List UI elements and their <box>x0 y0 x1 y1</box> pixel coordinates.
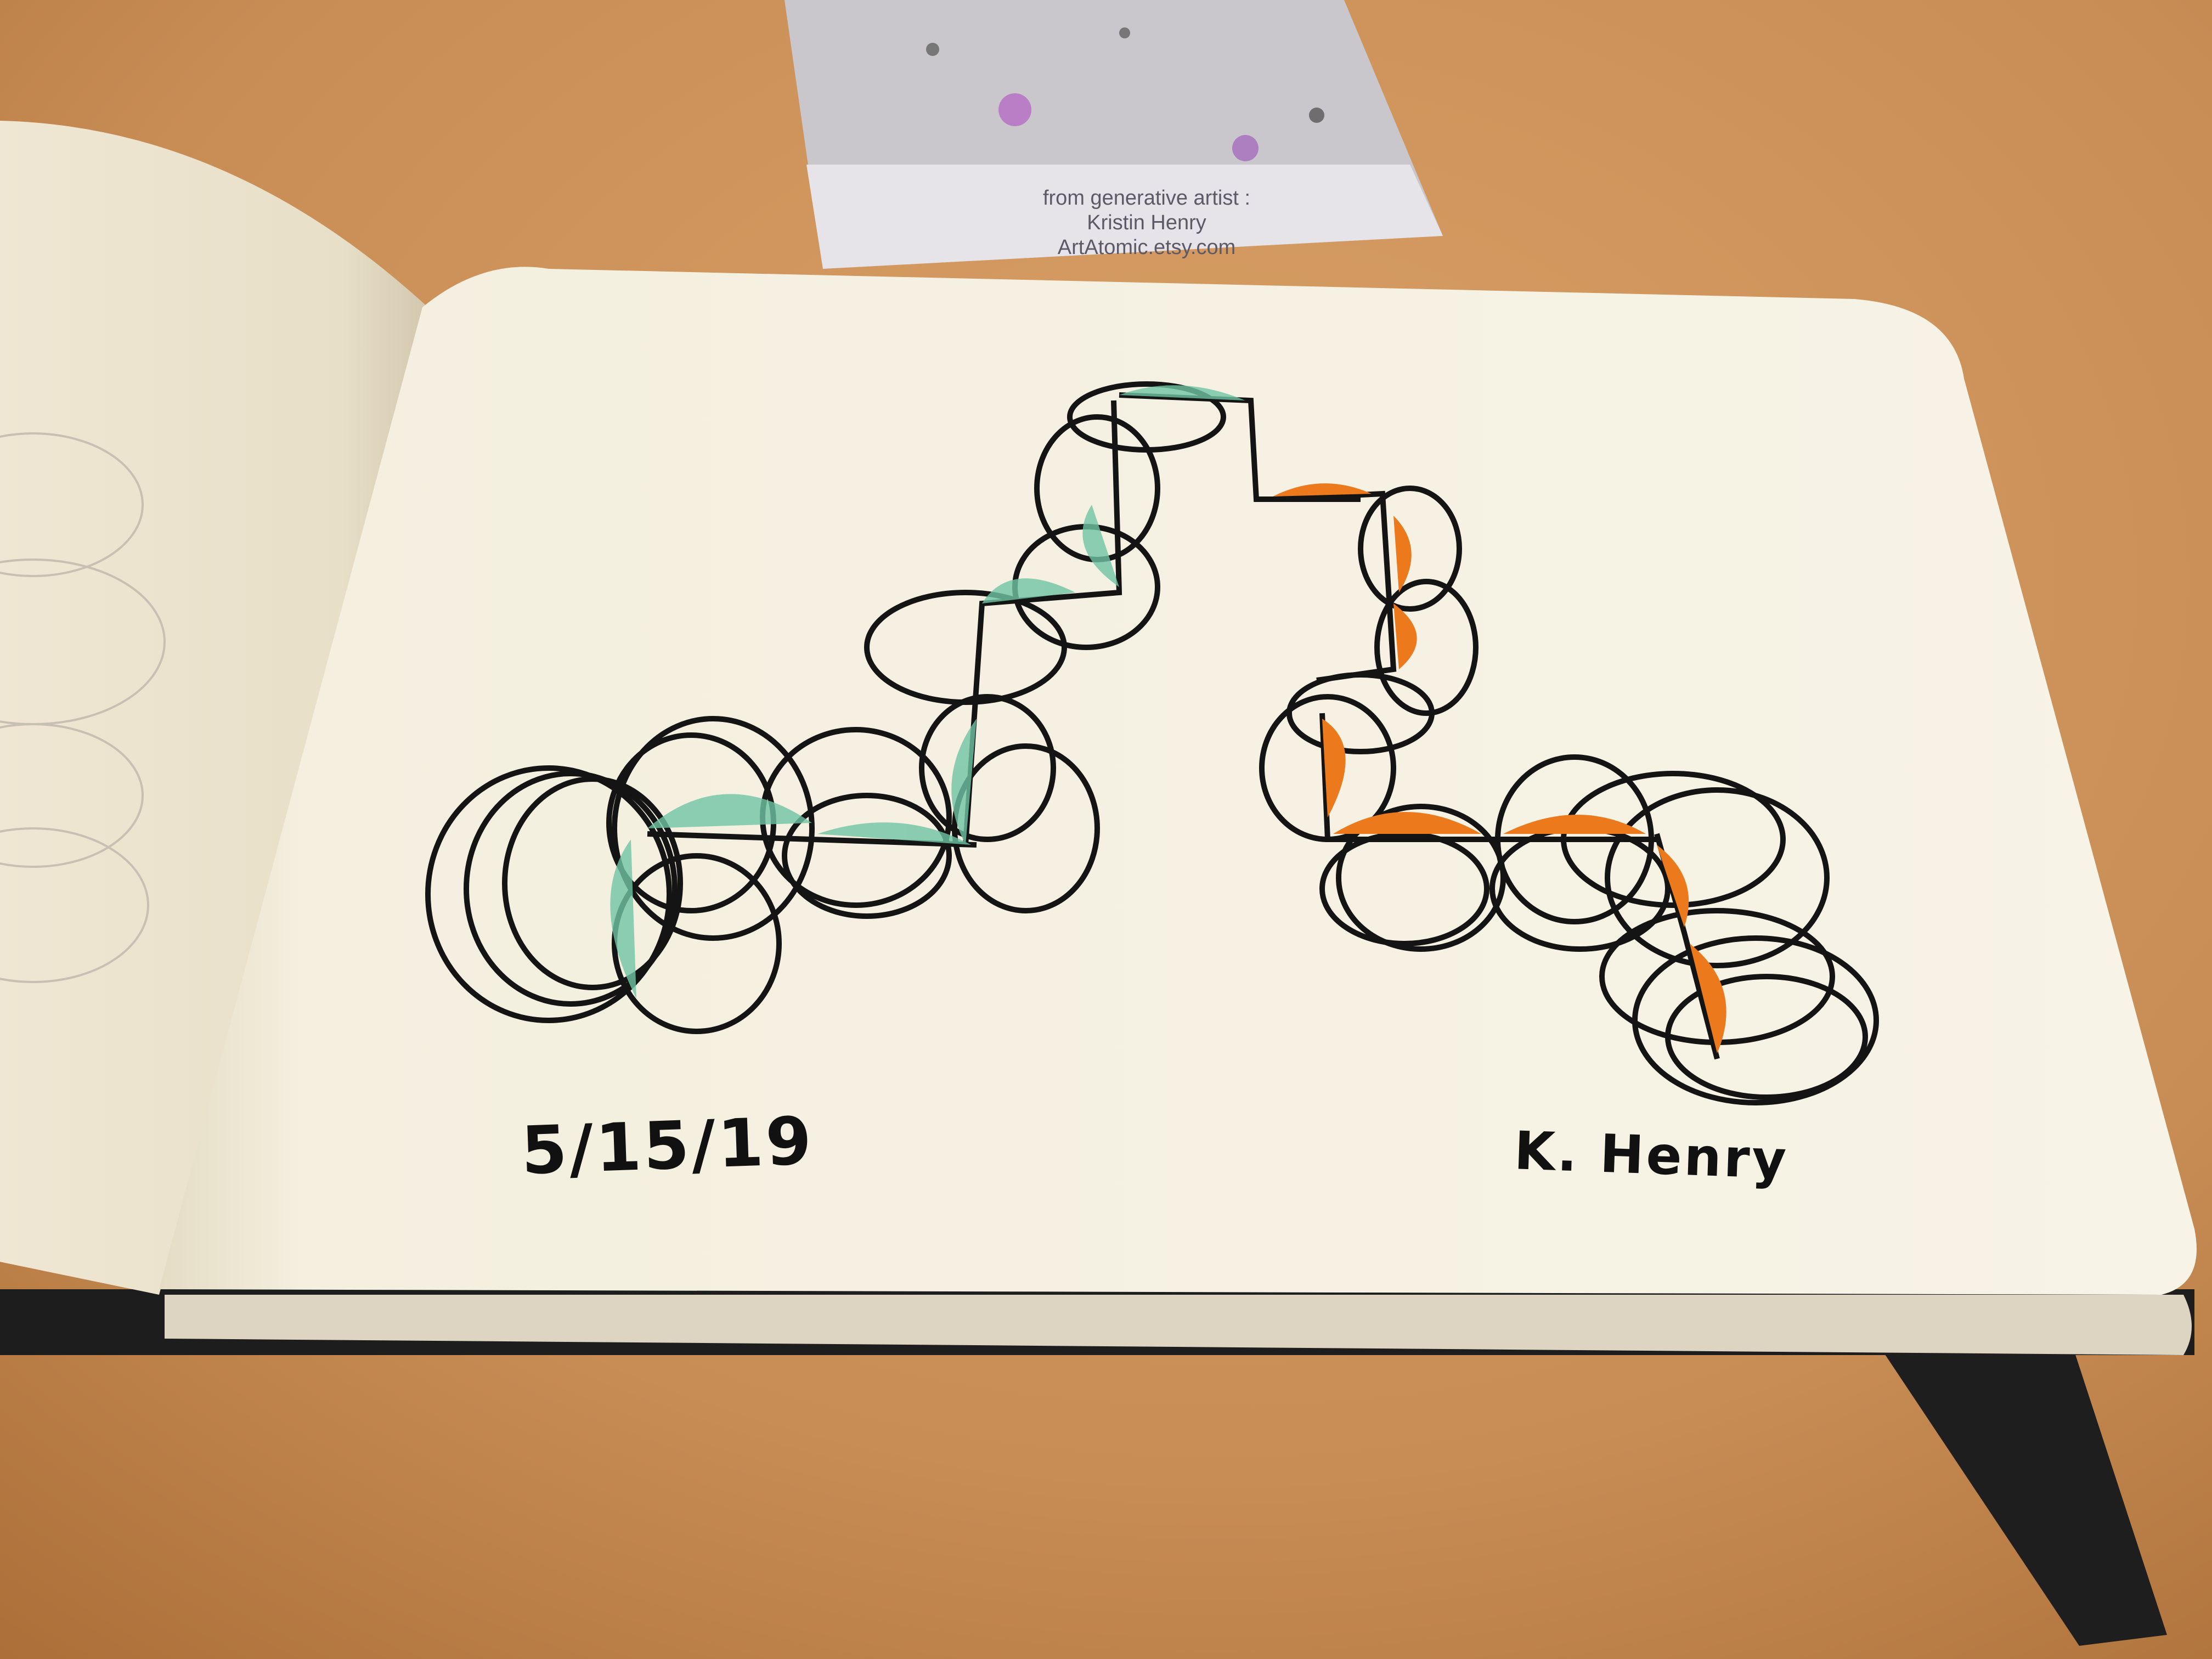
card-text-line-2: Kristin Henry <box>1087 211 1206 234</box>
business-card <box>785 0 1443 269</box>
orange-fills <box>1273 483 1726 1053</box>
handwritten-signature: K. Henry <box>1513 1120 1790 1191</box>
card-text-line-3: ArtAtomic.etsy.com <box>1057 236 1236 259</box>
right-page <box>159 267 2197 1295</box>
card-text-line-1: from generative artist : <box>1042 187 1251 210</box>
handwritten-date: 5/15/19 <box>520 1103 815 1190</box>
left-page <box>0 121 428 1295</box>
left-page-pencil-sketch <box>0 432 166 983</box>
teal-wash-fills <box>610 385 1245 998</box>
page-edges <box>165 1295 2192 1355</box>
ribbon-bookmark <box>1882 1350 2167 1646</box>
